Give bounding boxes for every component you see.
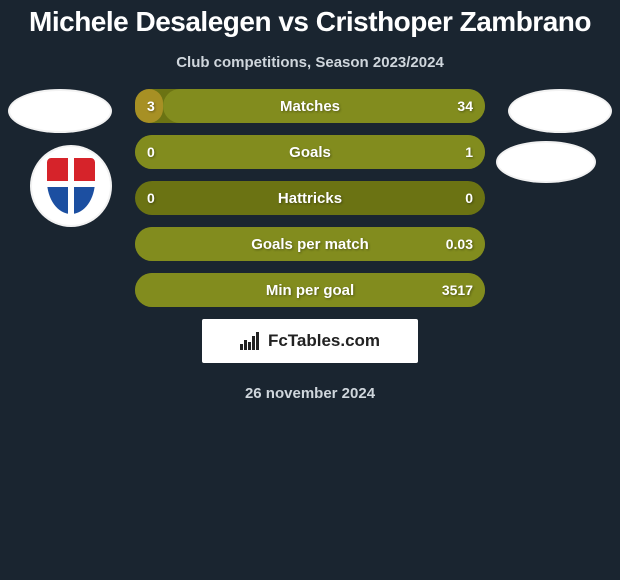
stat-value-right: 0	[465, 190, 473, 206]
stat-row: 0 0 Hattricks	[135, 181, 485, 215]
comparison-panel: 3 34 Matches 0 1 Goals 0 0 Hattricks 0.03 Goals pe…	[0, 89, 620, 402]
stat-value-left: 3	[147, 98, 155, 114]
subtitle: Club competitions, Season 2023/2024	[0, 40, 620, 89]
stat-label: Matches	[280, 98, 340, 115]
stat-value-left: 0	[147, 144, 155, 160]
stat-value-right: 0.03	[446, 236, 473, 252]
stat-label: Goals	[289, 144, 331, 161]
stat-label: Hattricks	[278, 190, 342, 207]
stat-row: 3517 Min per goal	[135, 273, 485, 307]
stat-value-right: 1	[465, 144, 473, 160]
page-title: Michele Desalegen vs Cristhoper Zambrano	[0, 0, 620, 40]
club-logo-icon	[36, 151, 106, 221]
player-left-badge-1	[8, 89, 112, 133]
stats-list: 3 34 Matches 0 1 Goals 0 0 Hattricks 0.03 Goals pe…	[135, 89, 485, 307]
stat-value-right: 34	[457, 98, 473, 114]
stat-row: 0 1 Goals	[135, 135, 485, 169]
stat-value-right: 3517	[442, 282, 473, 298]
date-label: 26 november 2024	[0, 363, 620, 402]
player-right-badge-2	[496, 141, 596, 183]
chart-icon	[240, 332, 262, 350]
branding-text: FcTables.com	[268, 331, 380, 351]
stat-label: Goals per match	[251, 236, 369, 253]
stat-row: 0.03 Goals per match	[135, 227, 485, 261]
stat-label: Min per goal	[266, 282, 354, 299]
player-right-badge-1	[508, 89, 612, 133]
stat-row: 3 34 Matches	[135, 89, 485, 123]
stat-value-left: 0	[147, 190, 155, 206]
branding-box[interactable]: FcTables.com	[202, 319, 418, 363]
player-left-club-logo	[30, 145, 112, 227]
